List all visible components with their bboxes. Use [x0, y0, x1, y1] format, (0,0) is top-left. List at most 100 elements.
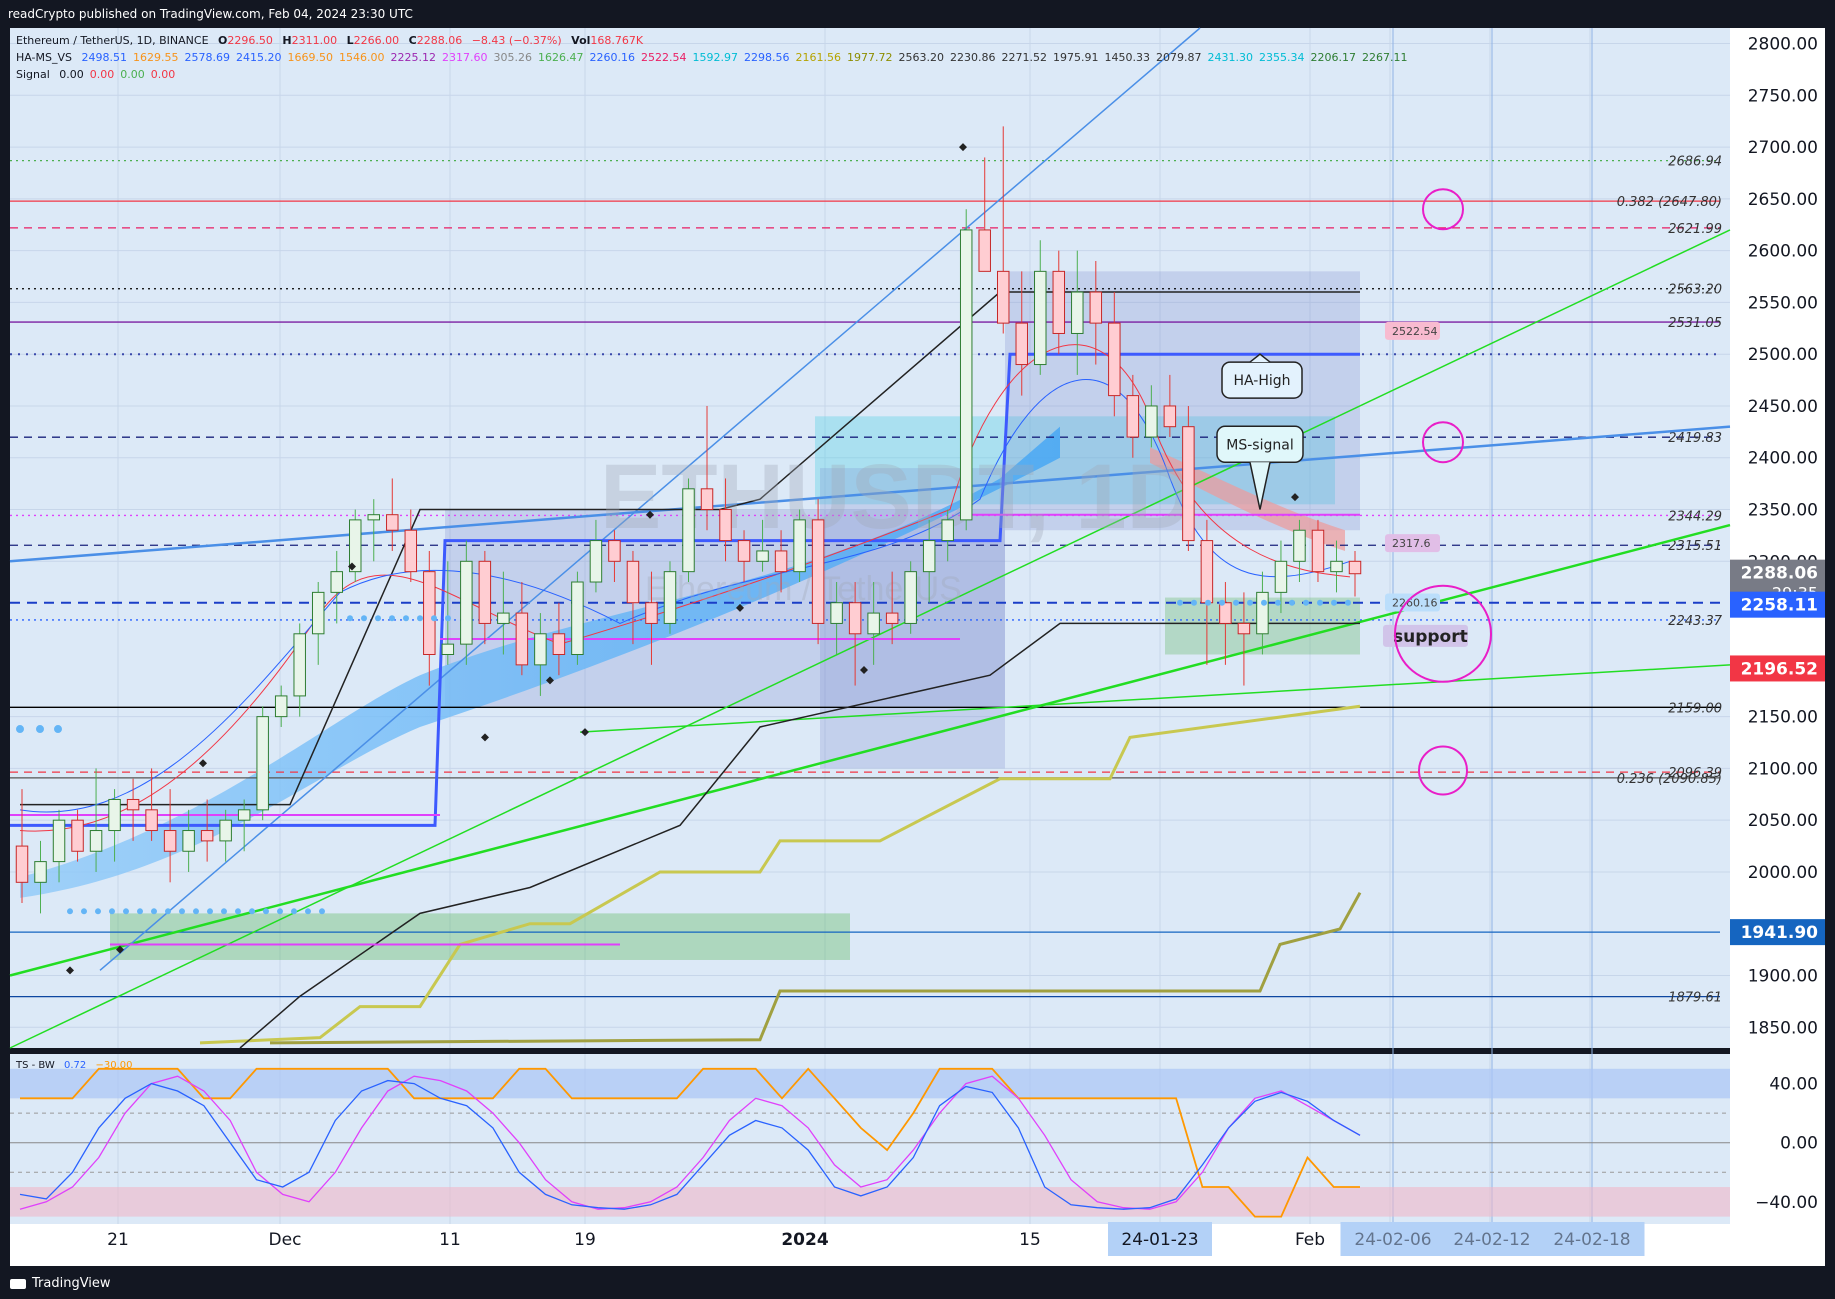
candle-body: [978, 229, 991, 272]
price-tag-text: 2522.54: [1392, 325, 1438, 338]
candle: [682, 478, 695, 583]
legend-ha-ms-value: 2563.20: [898, 51, 945, 64]
candle-body: [293, 633, 306, 697]
legend-ha-ms-value: 2225.12: [390, 51, 437, 64]
candle: [1089, 260, 1103, 365]
marker-dot: [1317, 599, 1323, 606]
candle: [1034, 240, 1047, 375]
candle: [15, 789, 29, 904]
candle-body: [774, 550, 788, 573]
marker-dot: [193, 908, 199, 915]
legend-change: −8.43 (−0.37%): [471, 34, 562, 47]
marker-dot: [431, 615, 437, 622]
candle-body: [848, 602, 862, 635]
price-box-label: 2288.06: [1741, 564, 1818, 584]
candles[interactable]: [15, 126, 1362, 914]
candle-body: [700, 488, 714, 511]
price-axis[interactable]: [1730, 28, 1825, 1224]
candle: [1293, 519, 1306, 583]
legend-signal-name: Signal: [16, 68, 50, 81]
marker-dot: [291, 908, 297, 915]
diamond-marker: [116, 945, 124, 954]
candle: [996, 126, 1010, 334]
candle: [978, 157, 991, 272]
diamond-marker: [581, 728, 589, 737]
candle-body: [200, 830, 214, 842]
candle-body: [1200, 540, 1214, 604]
level-label: 2419.83: [1668, 431, 1722, 446]
legend-ts-bw-v2: −30.00: [95, 1060, 133, 1071]
candle-body: [515, 612, 529, 666]
marker-dot: [165, 908, 171, 915]
legend-ts-bw-v1: 0.72: [64, 1060, 87, 1071]
time-highlight: [1108, 1222, 1212, 1256]
candle-body: [608, 540, 621, 562]
callout-ha-high: HA-High: [1233, 373, 1290, 389]
legend-symbol-line[interactable]: Ethereum / TetherUS, 1D, BINANCE O2296.5…: [16, 34, 649, 47]
candle-body: [71, 819, 84, 852]
candle: [441, 561, 455, 665]
level-label: 2686.94: [1668, 155, 1722, 170]
legend-ha-ms-value: 2431.30: [1207, 51, 1254, 64]
candle-body: [1145, 405, 1158, 438]
candle: [1274, 540, 1288, 614]
highlight-circle: [1422, 421, 1464, 464]
level-label: 2243.37: [1668, 614, 1722, 629]
marker-dot: [16, 725, 24, 734]
legend-ha-ms-value: 2578.69: [184, 51, 231, 64]
price-tick-label: 2000.00: [1748, 863, 1818, 883]
legend-ha-ms-value: 2267.11: [1362, 51, 1408, 64]
marker-dot: [235, 908, 241, 915]
candle: [1330, 540, 1343, 593]
legend-signal[interactable]: Signal 0.00 0.00 0.00 0.00: [16, 68, 181, 81]
candle: [1182, 405, 1195, 551]
diamond-marker: [546, 676, 554, 685]
marker-dot: [1177, 599, 1183, 606]
grid: [10, 28, 1730, 1224]
legend-h: H2311.00: [282, 34, 338, 47]
marker-dot: [1247, 599, 1253, 606]
candle: [1219, 582, 1232, 665]
candle: [386, 478, 399, 551]
candle-body: [1293, 529, 1306, 562]
price-tick-label: 2600.00: [1748, 242, 1818, 262]
highlight-circle: [1418, 745, 1468, 796]
legend-ha-ms-value: 1592.97: [692, 51, 739, 64]
marker-dot: [67, 908, 73, 915]
price-tick-label: 2800.00: [1748, 35, 1818, 55]
candle-body: [145, 809, 158, 832]
candle-body: [219, 819, 232, 842]
trend-line: [99, 27, 1201, 971]
legend-ha-ms-value: 2271.52: [1001, 51, 1048, 64]
price-tick-label: 2400.00: [1748, 449, 1818, 469]
legend-ha-ms-value: 2206.17: [1310, 51, 1357, 64]
price-tag-text: 2317.6: [1392, 537, 1431, 550]
candle-body: [386, 514, 399, 531]
marker-dot: [123, 908, 129, 915]
time-tick-label: 24-01-23: [1121, 1230, 1198, 1250]
legend-l: L2266.00: [346, 34, 400, 47]
candle: [941, 509, 954, 562]
candle: [1348, 550, 1362, 597]
price-tick-label: 2450.00: [1748, 397, 1818, 417]
candle: [1052, 250, 1066, 355]
legend-c: C2288.06: [408, 34, 463, 47]
candle: [460, 540, 473, 665]
legend-ha-ms-value: 2522.54: [641, 51, 687, 64]
price-tick-label: 2700.00: [1748, 138, 1818, 158]
candle: [1108, 292, 1121, 417]
candle-body: [1311, 529, 1325, 573]
support-label: support: [1393, 627, 1468, 647]
marker-dot: [36, 725, 44, 734]
candle: [793, 509, 806, 583]
legend-ts-bw[interactable]: TS - BW 0.72 −30.00: [16, 1060, 138, 1071]
legend-ha-ms[interactable]: HA-MS_VS 2498.51 1629.55 2578.69 2415.20 166…: [16, 51, 1414, 64]
trend-line: [579, 664, 1731, 733]
axes: 2800.00 2750.00 2700.00 2650.00 2600.00 2550.…: [107, 35, 1825, 1256]
candle: [515, 582, 529, 676]
price-box: [1730, 919, 1825, 946]
diamond-marker: [66, 966, 74, 975]
time-tick-label: 15: [1019, 1230, 1041, 1250]
marker-dot: [109, 908, 115, 915]
